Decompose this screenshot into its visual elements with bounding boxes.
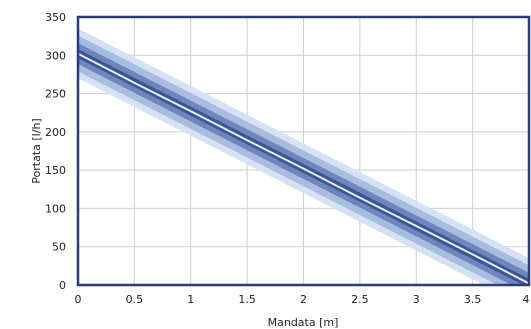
y-tick-label: 250 [45, 88, 66, 101]
y-tick-label: 200 [45, 126, 66, 139]
x-tick-label: 0.5 [126, 293, 144, 306]
x-tick-label: 1.5 [238, 293, 256, 306]
y-axis-ticks: 0 50 100 150 200 250 300 350 [45, 11, 66, 292]
y-tick-label: 0 [59, 279, 66, 292]
x-axis-title: Mandata [m] [268, 316, 339, 329]
series-line [78, 52, 529, 285]
x-tick-label: 3.5 [464, 293, 482, 306]
y-axis-title: Portata [l/h] [30, 118, 43, 183]
plot-frame [76, 15, 531, 287]
y-tick-label: 150 [45, 164, 66, 177]
x-tick-label: 0 [75, 293, 82, 306]
x-tick-label: 2 [300, 293, 307, 306]
x-tick-label: 4 [523, 293, 530, 306]
y-tick-label: 300 [45, 49, 66, 62]
x-tick-label: 2.5 [351, 293, 369, 306]
y-tick-label: 350 [45, 11, 66, 24]
x-tick-label: 3 [413, 293, 420, 306]
y-tick-label: 50 [52, 241, 66, 254]
x-axis-ticks: 0 0.5 1 1.5 2 2.5 3 3.5 4 [75, 293, 530, 306]
y-tick-label: 100 [45, 202, 66, 215]
x-tick-label: 1 [187, 293, 194, 306]
series-layer [78, 52, 529, 285]
